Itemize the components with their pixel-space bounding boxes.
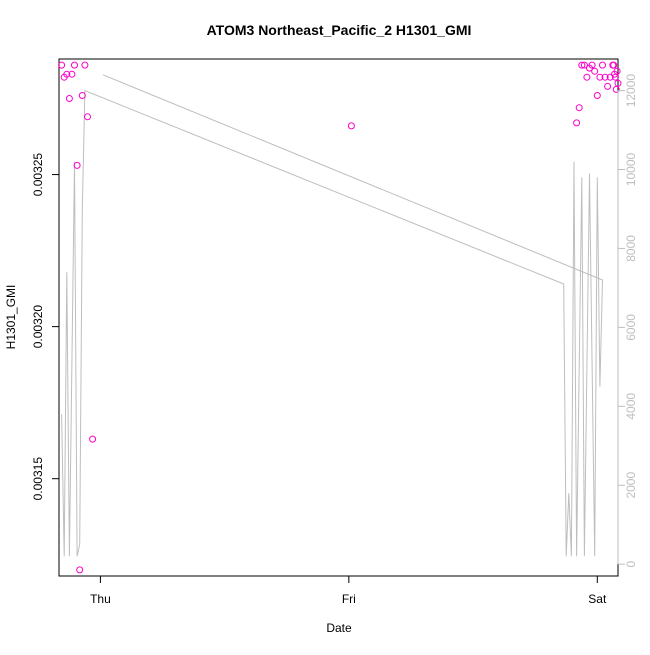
y-axis-left: 0.00315 0.00320 0.00325 — [31, 153, 60, 501]
data-point — [601, 73, 609, 81]
data-point — [68, 70, 76, 78]
y2-tick-label: 10000 — [624, 152, 638, 186]
data-point — [583, 73, 591, 81]
data-point — [81, 61, 89, 69]
data-point — [613, 67, 621, 75]
data-point — [347, 122, 355, 130]
y-axis-right: 0 2000 4000 6000 8000 10000 12000 — [617, 74, 638, 568]
data-point — [76, 566, 84, 574]
y2-tick-label: 2000 — [624, 472, 638, 499]
x-tick-label: Fri — [342, 592, 356, 606]
y-tick-label: 0.00325 — [31, 153, 45, 197]
y2-tick-label: 8000 — [624, 235, 638, 262]
primary-point-series — [58, 61, 622, 574]
data-point — [65, 95, 73, 102]
chart-title: ATOM3 Northeast_Pacific_2 H1301_GMI — [207, 22, 472, 38]
secondary-line-series — [61, 74, 604, 557]
y-tick-label: 0.00320 — [31, 305, 45, 349]
data-point — [89, 435, 97, 443]
data-point — [58, 61, 66, 69]
data-point — [78, 92, 86, 99]
data-point — [593, 92, 601, 99]
data-point — [73, 161, 81, 169]
data-point — [614, 79, 622, 87]
data-point — [604, 82, 612, 90]
y2-tick-label: 12000 — [624, 74, 638, 108]
series-line — [61, 74, 604, 557]
data-point — [578, 61, 586, 69]
y-tick-label: 0.00315 — [31, 457, 45, 501]
data-point — [612, 85, 620, 93]
data-point — [588, 61, 596, 69]
y2-tick-label: 0 — [624, 561, 638, 568]
data-point — [575, 104, 583, 112]
x-axis-label: Date — [326, 621, 352, 635]
data-point — [84, 113, 91, 121]
data-point — [63, 70, 71, 78]
x-tick-label: Sat — [588, 592, 607, 606]
data-point — [580, 61, 588, 69]
x-axis: Thu Fri Sat — [90, 575, 607, 606]
x-tick-label: Thu — [90, 592, 111, 606]
data-point — [573, 119, 581, 127]
data-point — [596, 73, 604, 81]
data-point — [71, 61, 78, 69]
data-point — [610, 61, 618, 69]
data-point — [599, 61, 606, 69]
y2-tick-label: 6000 — [624, 314, 638, 341]
y2-tick-label: 4000 — [624, 393, 638, 420]
y-axis-label: H1301_GMI — [4, 285, 18, 350]
data-point — [591, 67, 599, 75]
